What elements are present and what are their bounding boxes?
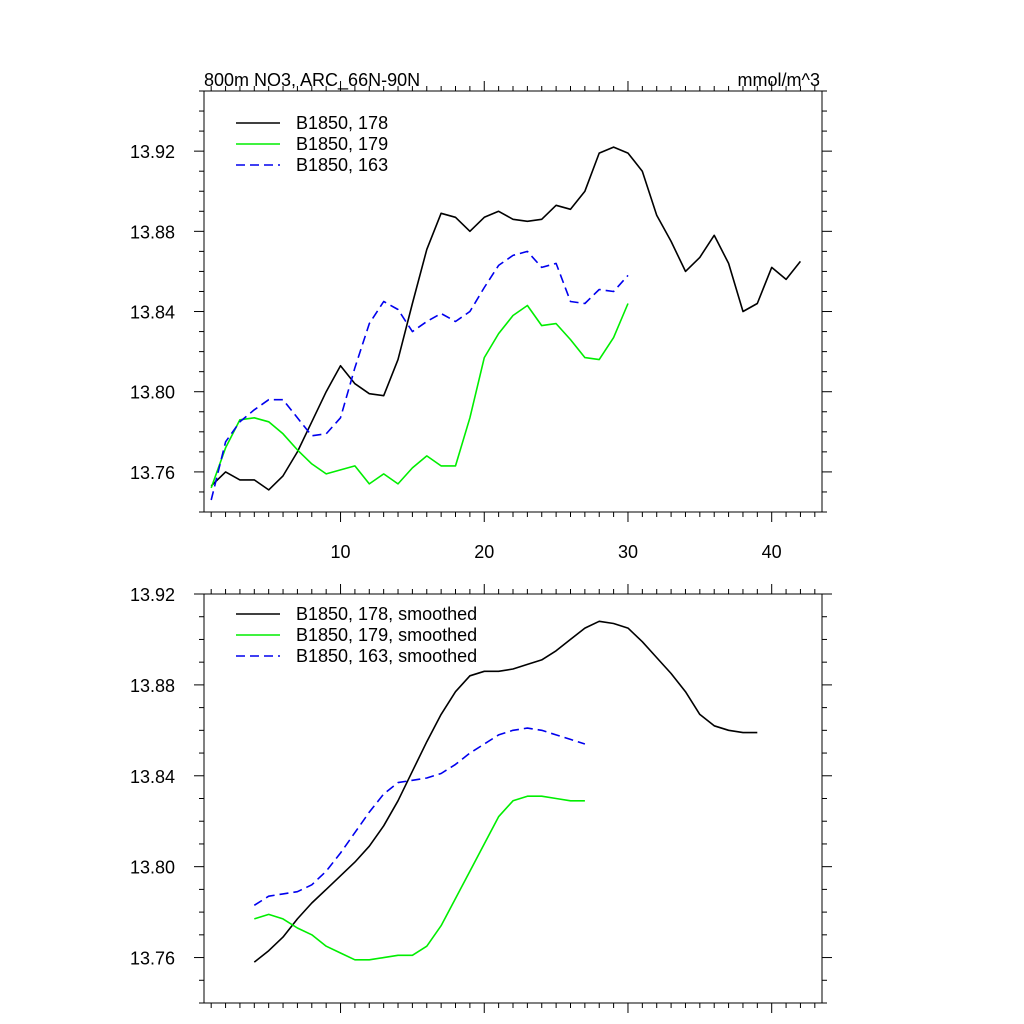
y-tick-label: 13.76: [130, 463, 175, 483]
legend-label: B1850, 163: [296, 155, 388, 175]
x-axis: [210, 584, 816, 1013]
legend-label: B1850, 163, smoothed: [296, 646, 477, 666]
y-tick-label: 13.84: [130, 767, 175, 787]
top-panel: 800m NO3, ARC_66N-90N mmol/m^3 10 20 30 401…: [130, 70, 832, 562]
units-label: mmol/m^3: [738, 70, 820, 90]
series-line-1: [210, 146, 802, 491]
series-line-1: [253, 620, 758, 963]
y-axis: 13.76 13.80 13.84 13.88 13.92: [130, 90, 832, 513]
y-tick-label: 13.88: [130, 676, 175, 696]
series-group: [253, 620, 758, 963]
legend-label: B1850, 178: [296, 113, 388, 133]
legend-label: B1850, 178, smoothed: [296, 604, 477, 624]
series-line-3: [210, 250, 629, 501]
x-tick-label: 40: [762, 542, 782, 562]
y-tick-label: 13.76: [130, 949, 175, 969]
x-tick-label: 20: [474, 542, 494, 562]
y-tick-label: 13.88: [130, 222, 175, 242]
series-line-2: [210, 303, 629, 489]
y-axis: 13.76 13.80 13.84 13.88 13.92: [130, 585, 832, 1004]
series-line-2: [254, 795, 585, 961]
x-axis: 10 20 30 40: [210, 81, 816, 562]
y-tick-label: 13.92: [130, 585, 175, 605]
legend-label: B1850, 179: [296, 134, 388, 154]
y-tick-label: 13.80: [130, 383, 175, 403]
bottom-panel: 13.76 13.80 13.84 13.88 13.92 B1850, 178, smo…: [130, 584, 832, 1013]
x-tick-label: 10: [331, 542, 351, 562]
x-tick-label: 30: [618, 542, 638, 562]
series-group: [210, 146, 802, 501]
y-tick-label: 13.84: [130, 303, 175, 323]
plot-title: 800m NO3, ARC_66N-90N: [204, 70, 420, 91]
legend-label: B1850, 179, smoothed: [296, 625, 477, 645]
y-tick-label: 13.80: [130, 858, 175, 878]
y-tick-label: 13.92: [130, 142, 175, 162]
series-line-3: [253, 727, 586, 906]
